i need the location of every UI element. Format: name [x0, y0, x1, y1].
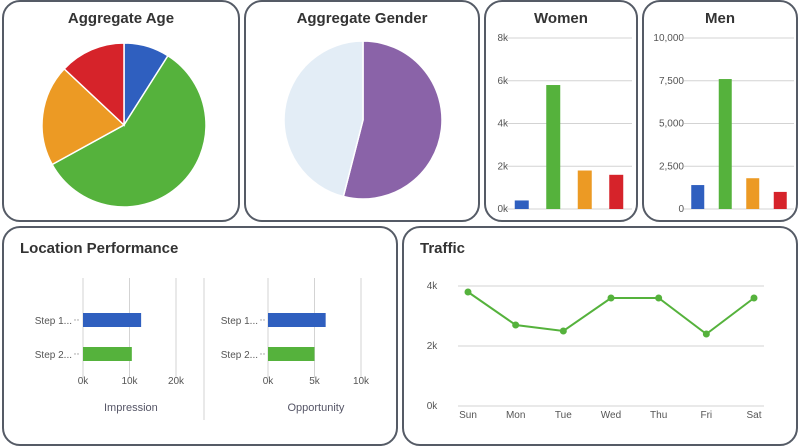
traffic-ytick-label-1: 2k [427, 341, 439, 352]
men-ytick-label-2: 5,000 [659, 119, 684, 130]
women-ytick-label-2: 4k [497, 119, 509, 130]
traffic-point-5 [702, 330, 710, 338]
impression-axis-title: Impression [104, 402, 158, 414]
opportunity-leader-dot [263, 353, 265, 355]
men-bar-1 [718, 79, 732, 209]
men-bar-2 [746, 178, 760, 209]
men-chart-title: Men [705, 10, 735, 27]
panel-traffic: Traffic 0k 2k 4k Sun Mon Tue Wed Thu Fri Sat [402, 226, 798, 446]
women-bar-1 [546, 85, 561, 209]
opportunity-leader-dot [260, 319, 262, 321]
gender-chart-title: Aggregate Gender [296, 10, 428, 27]
age-pie-slice-1 [51, 54, 207, 208]
impression-leader-dot [74, 353, 76, 355]
traffic-point-1 [512, 321, 520, 329]
opportunity-bar-1 [268, 347, 315, 361]
traffic-ytick-label-0: 0k [427, 401, 439, 412]
traffic-xtick-label-1: Mon [506, 410, 525, 421]
women-ytick-label-3: 6k [497, 76, 509, 87]
opportunity-bar-0 [268, 313, 326, 327]
opportunity-leader-dot [260, 353, 262, 355]
men-ytick-label-3: 7,500 [659, 76, 684, 87]
impression-bar-0 [83, 313, 142, 327]
traffic-point-0 [464, 288, 472, 296]
panel-aggregate-gender: Aggregate Gender [244, 0, 480, 222]
opportunity-leader-dot [263, 319, 265, 321]
location-chart-title: Location Performance [20, 240, 179, 257]
men-ytick-label-4: 10,000 [653, 33, 684, 44]
men-ytick-label-0: 0 [678, 204, 684, 215]
traffic-xtick-label-2: Tue [555, 410, 572, 421]
men-bar-0 [691, 185, 705, 209]
men-bar-3 [773, 191, 787, 209]
men-bar-chart: 0 2,500 5,000 7,500 10,000 [653, 33, 794, 215]
impression-bar-1 [83, 347, 132, 361]
age-pie-chart [41, 42, 207, 208]
traffic-point-4 [655, 294, 663, 302]
traffic-chart-title: Traffic [420, 240, 466, 257]
age-chart-title: Aggregate Age [67, 10, 175, 27]
impression-category-label-1: Step 2... [35, 350, 72, 361]
women-bar-3 [609, 174, 624, 209]
traffic-point-6 [750, 294, 758, 302]
opportunity-xtick-label-2: 10k [353, 376, 370, 387]
panel-aggregate-age: Aggregate Age [2, 0, 240, 222]
location-bar-charts: 0k 10k 20k Step 1... Step 2... Impression 0k 5k… [35, 278, 370, 420]
traffic-xtick-label-3: Wed [601, 410, 621, 421]
age-pie-slice-3 [63, 42, 125, 127]
gender-pie-chart [283, 40, 443, 200]
traffic-xtick-label-6: Sat [746, 410, 761, 421]
impression-category-label-0: Step 1... [35, 316, 72, 327]
traffic-xtick-label-4: Thu [650, 410, 667, 421]
traffic-point-2 [559, 327, 567, 335]
men-ytick-label-1: 2,500 [659, 161, 684, 172]
traffic-xtick-label-5: Fri [700, 410, 712, 421]
traffic-ytick-label-2: 4k [427, 281, 439, 292]
women-ytick-label-1: 2k [497, 161, 509, 172]
women-ytick-label-0: 0k [497, 204, 509, 215]
panel-location-performance: Location Performance 0k 10k 20k Step 1... St… [2, 226, 398, 446]
opportunity-axis-title: Opportunity [287, 402, 344, 414]
age-pie-slice-2 [41, 67, 126, 166]
women-bar-2 [577, 170, 592, 209]
impression-leader-dot [77, 319, 79, 321]
panel-women: Women 0k 2k 4k 6k 8k [484, 0, 638, 222]
traffic-xtick-label-0: Sun [459, 410, 477, 421]
opportunity-category-label-1: Step 2... [221, 350, 258, 361]
opportunity-xtick-label-0: 0k [263, 376, 275, 387]
women-bar-0 [514, 200, 529, 209]
impression-leader-dot [74, 319, 76, 321]
traffic-point-3 [607, 294, 615, 302]
traffic-line-chart: 0k 2k 4k Sun Mon Tue Wed Thu Fri Sat [427, 281, 764, 421]
impression-xtick-label-1: 10k [121, 376, 138, 387]
opportunity-xtick-label-1: 5k [309, 376, 321, 387]
impression-xtick-label-2: 20k [168, 376, 185, 387]
women-chart-title: Women [534, 10, 588, 27]
impression-xtick-label-0: 0k [78, 376, 90, 387]
opportunity-category-label-0: Step 1... [221, 316, 258, 327]
gender-pie-slice-1 [283, 40, 364, 198]
gender-pie-slice-0 [342, 40, 443, 200]
panel-men: Men 0 2,500 5,000 7,500 10,000 [642, 0, 798, 222]
women-ytick-label-4: 8k [497, 33, 509, 44]
women-bar-chart: 0k 2k 4k 6k 8k [497, 33, 632, 215]
impression-leader-dot [77, 353, 79, 355]
